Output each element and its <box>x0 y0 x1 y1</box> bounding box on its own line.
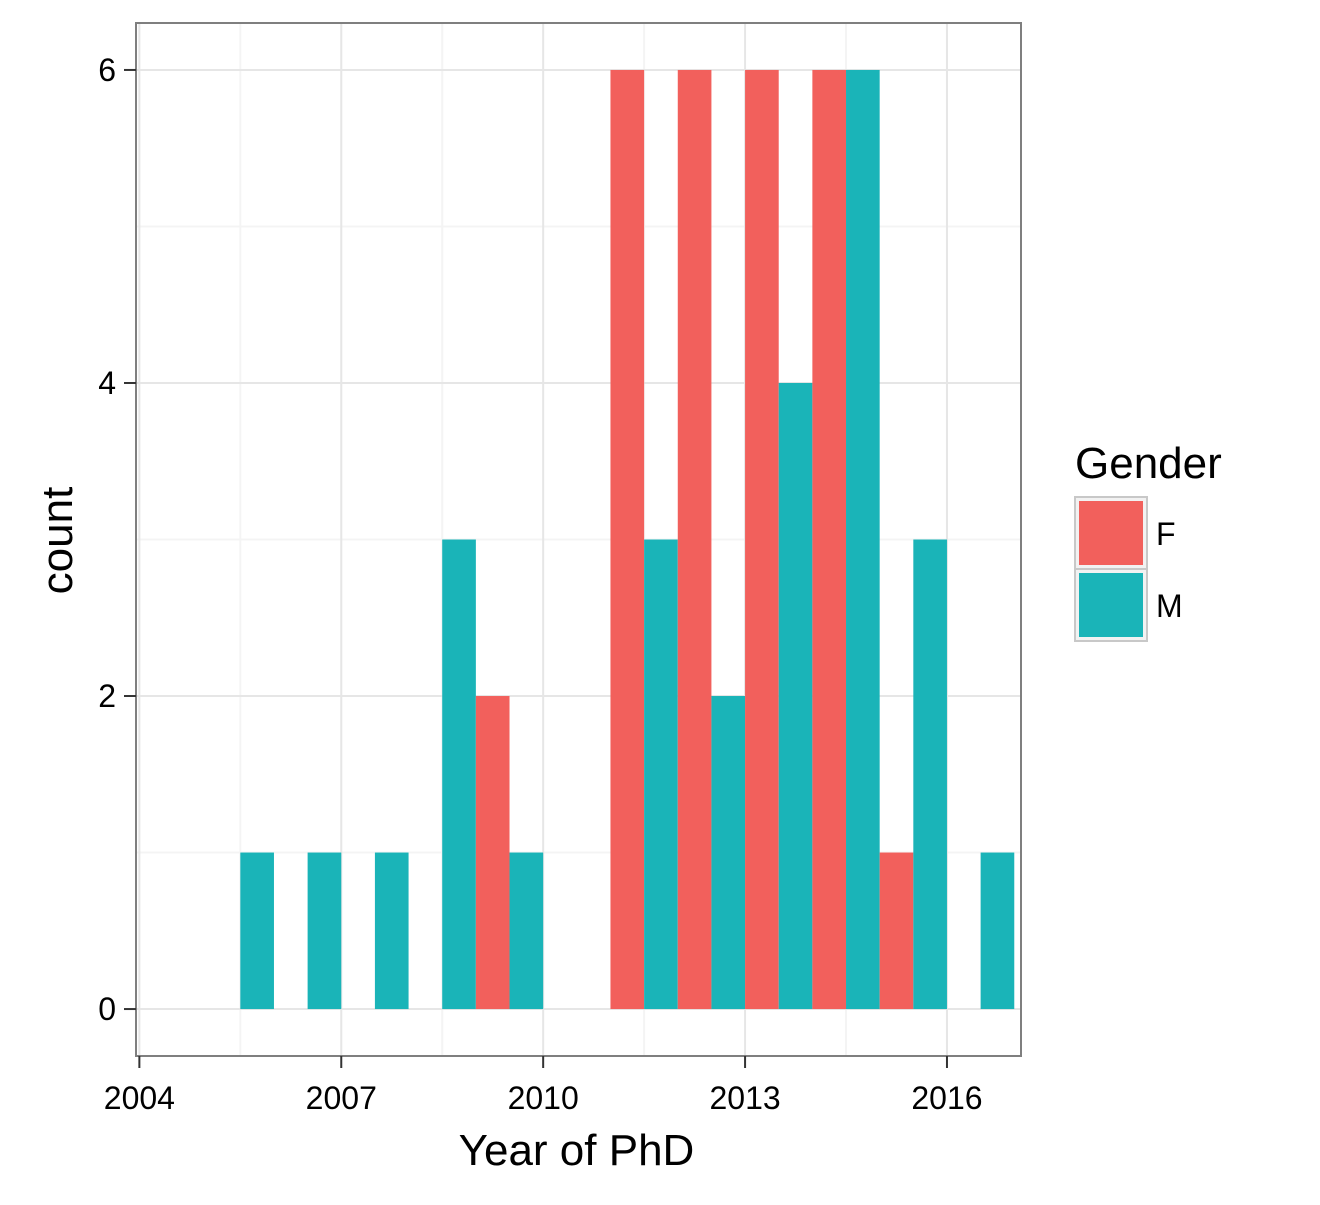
legend-swatch-M <box>1079 573 1143 637</box>
x-tick-label: 2016 <box>911 1080 982 1116</box>
panel-border <box>135 22 1022 1057</box>
bar-M-2011.5 <box>644 539 678 1010</box>
bar-F-2015.5 <box>879 852 914 1010</box>
bar-M-2005.5 <box>240 852 274 1010</box>
y-axis-title: count <box>33 487 82 595</box>
y-tick-label: 4 <box>98 365 116 401</box>
bar-F-2011.5 <box>610 69 645 1010</box>
x-tick-label: 2010 <box>508 1080 579 1116</box>
legend-label-F: F <box>1156 516 1176 552</box>
bar-M-2014.5 <box>846 69 880 1010</box>
bar-M-2006.5 <box>307 852 342 1010</box>
y-tick-label: 0 <box>98 991 116 1027</box>
bar-M-2007.5 <box>374 852 409 1010</box>
bar-F-2013.5 <box>745 69 779 1010</box>
bar-F-2012.5 <box>677 69 712 1010</box>
bar-F-2009.5 <box>475 696 510 1010</box>
x-tick-label: 2013 <box>709 1080 780 1116</box>
bar-M-2016.5 <box>980 852 1015 1010</box>
bar-M-2008.5 <box>442 539 476 1010</box>
bar-F-2014.5 <box>812 69 847 1010</box>
legend-title: Gender <box>1075 439 1222 488</box>
y-tick-label: 6 <box>98 52 116 88</box>
legend-label-M: M <box>1156 588 1183 624</box>
bar-M-2009.5 <box>509 852 544 1010</box>
x-axis-title: Year of PhD <box>459 1126 695 1175</box>
legend-swatch-F <box>1079 501 1143 565</box>
y-tick-label: 2 <box>98 678 116 714</box>
x-tick-label: 2004 <box>104 1080 175 1116</box>
bar-M-2013.5 <box>778 382 813 1010</box>
x-tick-label: 2007 <box>306 1080 377 1116</box>
bar-M-2015.5 <box>913 539 947 1010</box>
bar-M-2012.5 <box>711 696 746 1010</box>
